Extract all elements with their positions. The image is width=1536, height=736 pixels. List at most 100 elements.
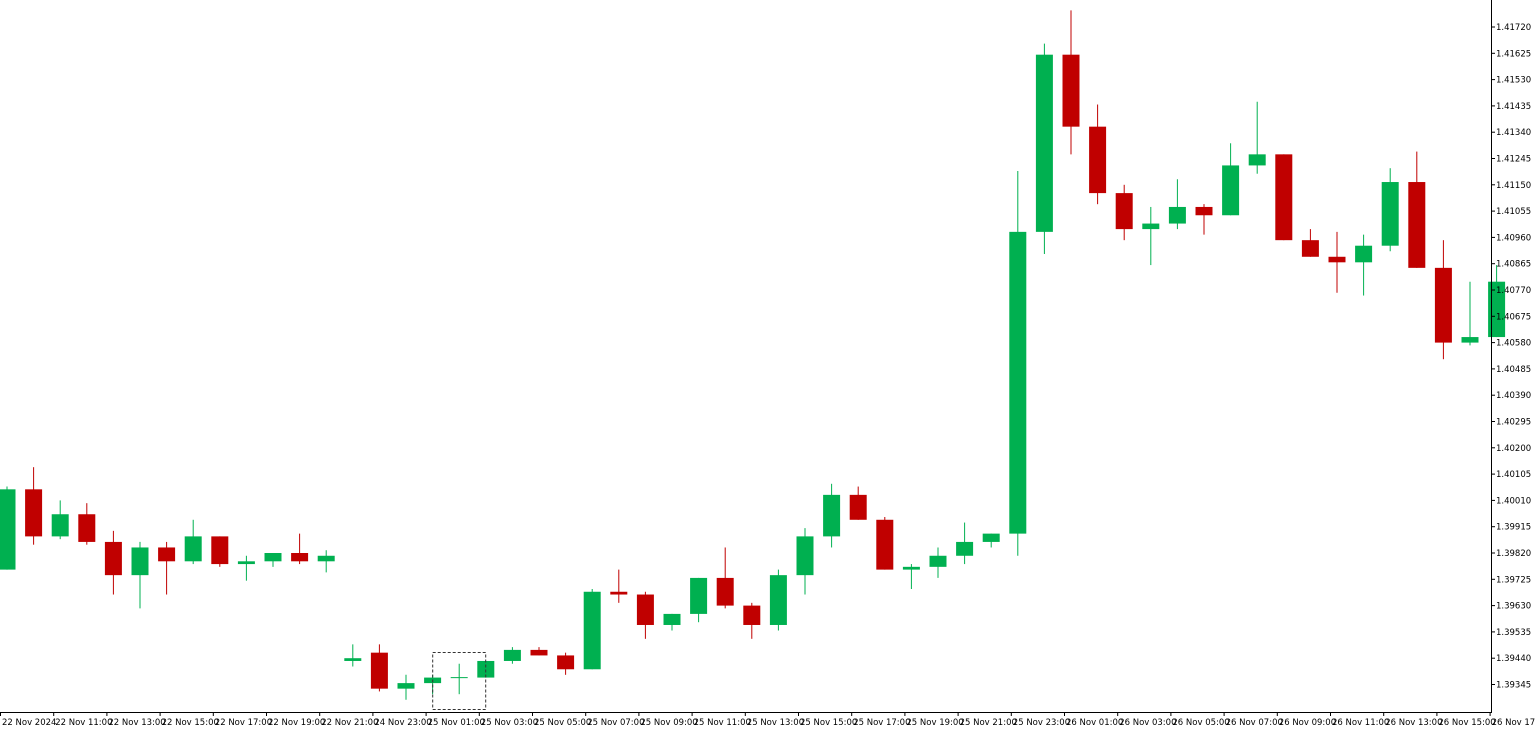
candle-body	[291, 553, 308, 561]
time-tick-label: 22 Nov 2024	[2, 718, 56, 728]
price-tick-label: 1.39535	[1496, 628, 1531, 638]
candle-body	[185, 536, 202, 561]
time-tick-label: 25 Nov 09:00	[640, 718, 697, 728]
candle	[185, 520, 202, 564]
time-tick-label: 26 Nov 13:00	[1385, 718, 1442, 728]
candle	[983, 534, 1000, 548]
candle	[743, 603, 760, 639]
candle	[1063, 10, 1080, 154]
price-tick-label: 1.40485	[1496, 365, 1531, 375]
time-tick-label: 25 Nov 07:00	[587, 718, 644, 728]
time-tick-label: 22 Nov 15:00	[162, 718, 219, 728]
candle-body	[1329, 257, 1346, 263]
candle-body	[211, 536, 228, 564]
price-tick-label: 1.40390	[1496, 391, 1531, 401]
candle	[797, 528, 814, 594]
candle	[1329, 232, 1346, 293]
price-tick-label: 1.41530	[1496, 76, 1531, 86]
candle	[823, 484, 840, 548]
candle	[1408, 152, 1425, 268]
candle-body	[610, 592, 627, 595]
candle-body	[1302, 240, 1319, 257]
time-tick-label: 25 Nov 15:00	[800, 718, 857, 728]
candle	[930, 547, 947, 577]
price-tick-label: 1.41435	[1496, 102, 1531, 112]
candle	[1249, 102, 1266, 174]
candle-body	[1116, 193, 1133, 229]
price-tick-label: 1.41245	[1496, 155, 1531, 165]
candle-body	[850, 495, 867, 520]
time-tick-label: 25 Nov 17:00	[853, 718, 910, 728]
candle	[504, 647, 521, 664]
candle-body	[265, 553, 282, 561]
candle	[158, 542, 175, 595]
price-tick-label: 1.39915	[1496, 523, 1531, 533]
time-tick-label: 25 Nov 21:00	[960, 718, 1017, 728]
candle-body	[1222, 165, 1239, 215]
candle	[1435, 240, 1452, 359]
candle	[25, 467, 42, 545]
candle-body	[1462, 337, 1479, 343]
price-tick-label: 1.39630	[1496, 602, 1531, 612]
candle-body	[25, 489, 42, 536]
candle-body	[371, 653, 388, 689]
price-tick-label: 1.41625	[1496, 49, 1531, 59]
time-tick-label: 25 Nov 23:00	[1013, 718, 1070, 728]
candle-body	[1009, 232, 1026, 534]
candle	[1089, 105, 1106, 205]
candle	[265, 553, 282, 567]
candle	[531, 647, 548, 655]
time-tick-label: 22 Nov 19:00	[268, 718, 325, 728]
candle	[1196, 204, 1213, 234]
price-tick-label: 1.40675	[1496, 312, 1531, 322]
time-tick-label: 26 Nov 03:00	[1119, 718, 1176, 728]
time-tick-label: 25 Nov 13:00	[747, 718, 804, 728]
candle	[451, 664, 468, 694]
candle	[876, 517, 893, 570]
candle-body	[1063, 55, 1080, 127]
candle-body	[903, 567, 920, 570]
candle-body	[743, 606, 760, 625]
candle	[1116, 185, 1133, 240]
candle-body	[1036, 55, 1053, 232]
candle	[770, 570, 787, 631]
candle-body	[504, 650, 521, 661]
candle	[584, 589, 601, 669]
candle-body	[132, 547, 149, 575]
candle-body	[1275, 154, 1292, 240]
candle	[318, 550, 335, 572]
candle	[238, 556, 255, 581]
candle	[1222, 143, 1239, 215]
candle-body	[956, 542, 973, 556]
candle-body	[557, 655, 574, 669]
candle-body	[637, 595, 654, 625]
time-tick-label: 22 Nov 17:00	[215, 718, 272, 728]
candle-body	[1142, 224, 1159, 230]
price-tick-label: 1.40105	[1496, 470, 1531, 480]
candle-body	[584, 592, 601, 670]
candles-layer	[0, 10, 1505, 699]
candle	[398, 675, 415, 700]
candle	[371, 644, 388, 691]
price-tick-label: 1.39440	[1496, 654, 1531, 664]
candle	[211, 536, 228, 566]
candle-body	[1089, 127, 1106, 193]
candle	[1462, 282, 1479, 346]
time-tick-label: 22 Nov 11:00	[55, 718, 112, 728]
price-tick-label: 1.40770	[1496, 286, 1531, 296]
candle-body	[1435, 268, 1452, 343]
time-tick-label: 26 Nov 09:00	[1279, 718, 1336, 728]
candle	[557, 653, 574, 675]
candle-body	[983, 534, 1000, 542]
price-tick-label: 1.40865	[1496, 260, 1531, 270]
candle	[637, 592, 654, 639]
price-tick-label: 1.41055	[1496, 207, 1531, 217]
price-tick-label: 1.39725	[1496, 575, 1531, 585]
time-tick-label: 24 Nov 23:00	[374, 718, 431, 728]
candle-body	[797, 536, 814, 575]
candle	[1355, 235, 1372, 296]
candle-body	[0, 489, 16, 569]
